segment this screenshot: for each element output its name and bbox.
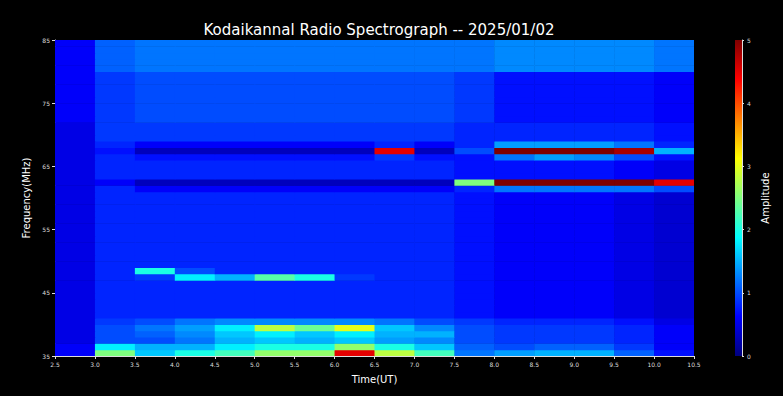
- svg-text:10.0: 10.0: [647, 361, 661, 368]
- svg-text:1: 1: [747, 289, 751, 296]
- svg-text:4.0: 4.0: [170, 361, 180, 368]
- svg-text:8.0: 8.0: [490, 361, 500, 368]
- svg-text:8.5: 8.5: [529, 361, 539, 368]
- svg-text:4.5: 4.5: [210, 361, 220, 368]
- svg-text:3.5: 3.5: [130, 361, 140, 368]
- svg-text:0: 0: [747, 353, 751, 360]
- svg-text:75: 75: [42, 100, 50, 107]
- svg-text:6.5: 6.5: [370, 361, 380, 368]
- svg-text:7.5: 7.5: [450, 361, 460, 368]
- svg-text:9.0: 9.0: [569, 361, 579, 368]
- svg-text:Time(UT): Time(UT): [351, 374, 398, 385]
- svg-text:3: 3: [747, 163, 751, 170]
- svg-text:2.5: 2.5: [50, 361, 60, 368]
- svg-text:Frequency(MHz): Frequency(MHz): [21, 157, 32, 238]
- svg-text:65: 65: [42, 163, 50, 170]
- svg-text:55: 55: [42, 226, 50, 233]
- svg-text:Kodaikannal Radio Spectrograph: Kodaikannal Radio Spectrograph -- 2025/0…: [204, 21, 555, 39]
- svg-text:85: 85: [42, 37, 50, 44]
- svg-text:7.0: 7.0: [410, 361, 420, 368]
- svg-text:2: 2: [747, 226, 751, 233]
- svg-text:45: 45: [42, 289, 50, 296]
- svg-text:9.5: 9.5: [609, 361, 619, 368]
- svg-text:5: 5: [747, 37, 751, 44]
- svg-text:5.5: 5.5: [290, 361, 300, 368]
- svg-text:Amplitude: Amplitude: [760, 172, 771, 223]
- svg-text:10.5: 10.5: [687, 361, 701, 368]
- svg-text:5.0: 5.0: [250, 361, 260, 368]
- svg-text:35: 35: [42, 353, 50, 360]
- svg-text:3.0: 3.0: [90, 361, 100, 368]
- svg-text:6.0: 6.0: [330, 361, 340, 368]
- svg-text:4: 4: [747, 100, 751, 107]
